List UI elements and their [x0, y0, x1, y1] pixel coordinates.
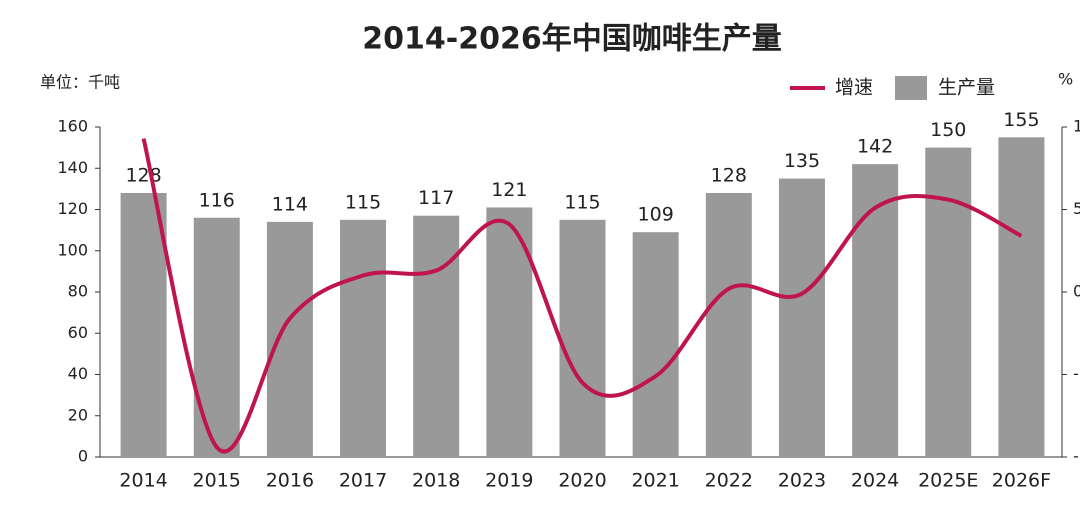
bar: [852, 164, 899, 457]
y-tick-label: 140: [57, 158, 88, 177]
legend-label: 生产量: [938, 77, 995, 99]
y-tick-label: 40: [68, 364, 88, 383]
x-tick-label: 2023: [778, 470, 826, 492]
x-tick-label: 2022: [705, 470, 753, 492]
bar: [778, 178, 825, 457]
legend-bar-swatch: [895, 76, 927, 100]
bar: [705, 193, 752, 457]
x-tick-label: 2024: [851, 470, 899, 492]
data-label: 109: [638, 204, 674, 226]
bar: [413, 215, 460, 457]
x-tick-label: 2019: [485, 470, 533, 492]
y2-tick-label: 0: [1073, 282, 1080, 301]
bar: [925, 147, 972, 457]
x-tick-label: 2018: [412, 470, 460, 492]
chart-title: 2014-2026年中国咖啡生产量: [362, 22, 781, 57]
x-tick-label: 2025E: [918, 470, 978, 492]
y2-tick-label: -10: [1073, 447, 1080, 466]
data-label: 150: [930, 119, 966, 141]
bar: [193, 217, 240, 457]
y-tick-label: 60: [68, 323, 88, 342]
unit-label: 单位：千吨: [40, 73, 120, 92]
data-label: 114: [272, 193, 308, 215]
data-label: 155: [1003, 109, 1039, 131]
bar: [559, 219, 606, 457]
data-label: 117: [418, 187, 454, 209]
data-label: 115: [564, 191, 600, 213]
x-tick-label: 2016: [266, 470, 314, 492]
data-label: 142: [857, 136, 893, 158]
bar: [266, 221, 313, 457]
bar: [340, 219, 387, 457]
bar: [998, 137, 1045, 457]
data-label: 115: [345, 191, 381, 213]
y-tick-label: 20: [68, 405, 88, 424]
data-label: 135: [784, 150, 820, 172]
y2-tick-label: 5: [1073, 199, 1080, 218]
y-tick-label: 120: [57, 199, 88, 218]
bar: [632, 232, 679, 457]
y-tick-label: 100: [57, 240, 88, 259]
y2-axis-label: %: [1058, 70, 1073, 89]
data-label: 128: [125, 165, 161, 187]
data-label: 128: [711, 165, 747, 187]
y2-tick-label: -5: [1073, 364, 1080, 383]
x-tick-label: 2026F: [992, 470, 1051, 492]
y2-tick-label: 10: [1073, 117, 1080, 136]
x-tick-label: 2014: [119, 470, 167, 492]
y-tick-label: 0: [78, 447, 88, 466]
x-tick-label: 2020: [558, 470, 606, 492]
data-label: 116: [199, 189, 235, 211]
x-tick-label: 2015: [193, 470, 241, 492]
legend-label: 增速: [835, 77, 873, 99]
x-tick-label: 2021: [631, 470, 679, 492]
data-label: 121: [491, 179, 527, 201]
y-tick-label: 160: [57, 117, 88, 136]
growth-line: [141, 138, 1023, 454]
x-tick-label: 2017: [339, 470, 387, 492]
y-tick-label: 80: [68, 282, 88, 301]
bar: [120, 193, 167, 457]
